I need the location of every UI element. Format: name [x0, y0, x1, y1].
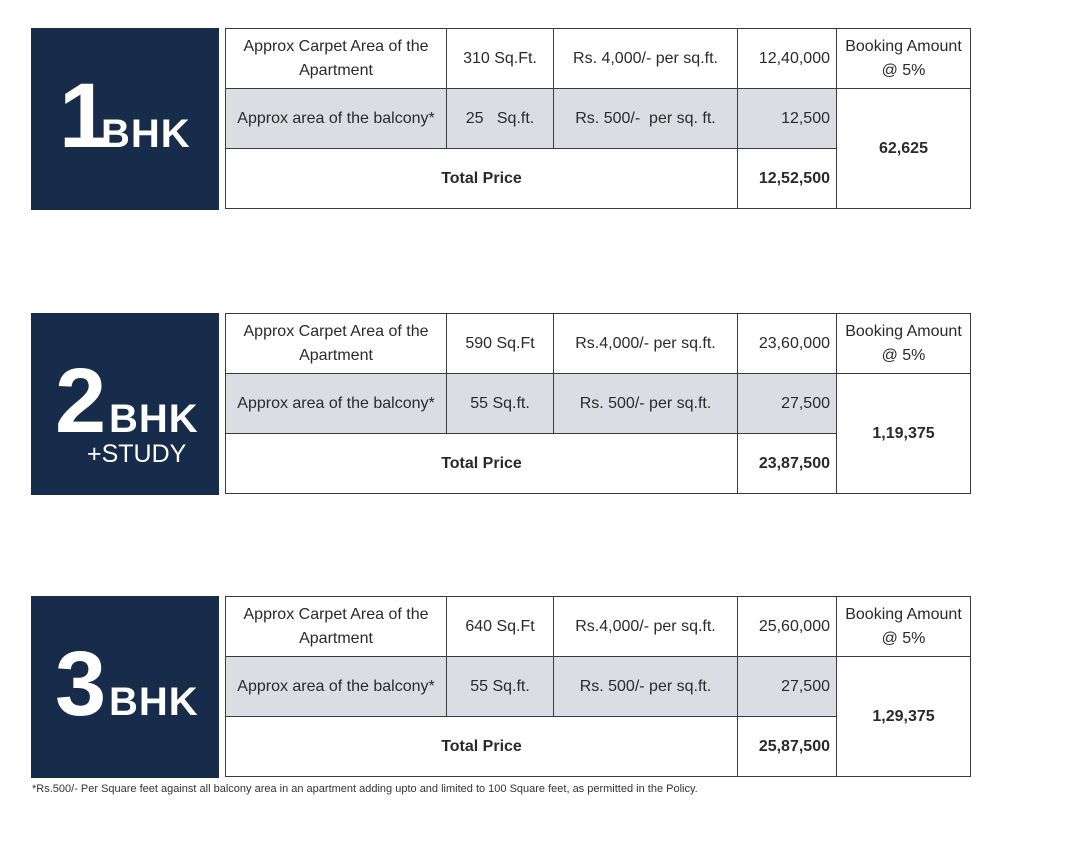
- total-price-value: 25,87,500: [737, 716, 837, 777]
- carpet-area-value: 310 Sq.Ft.: [446, 28, 554, 89]
- balcony-area-label: Approx area of the balcony*: [225, 373, 447, 434]
- unit-badge: 3 BHK: [31, 596, 219, 778]
- balcony-area-value: 55 Sq.ft.: [446, 373, 554, 434]
- balcony-area-label: Approx area of the balcony*: [225, 88, 447, 149]
- balcony-rate: Rs. 500/- per sq.ft.: [553, 373, 738, 434]
- balcony-rate: Rs. 500/- per sq.ft.: [553, 656, 738, 717]
- unit-type: BHK: [101, 112, 191, 156]
- price-table: Approx Carpet Area of the Apartment 640 …: [225, 596, 971, 777]
- balcony-area-value: 25 Sq.ft.: [446, 88, 554, 149]
- carpet-amount: 25,60,000: [737, 596, 837, 657]
- total-price-label: Total Price: [225, 716, 738, 777]
- unit-number: 3: [55, 633, 106, 735]
- unit-type: BHK: [109, 397, 199, 441]
- balcony-area-value: 55 Sq.ft.: [446, 656, 554, 717]
- balcony-rate: Rs. 500/- per sq. ft.: [553, 88, 738, 149]
- carpet-area-label: Approx Carpet Area of the Apartment: [225, 313, 447, 374]
- booking-amount-label: Booking Amount @ 5%: [836, 596, 971, 657]
- price-block-3bhk: 3 BHK Approx Carpet Area of the Apartmen…: [31, 596, 971, 778]
- carpet-area-value: 640 Sq.Ft: [446, 596, 554, 657]
- unit-type: BHK: [109, 680, 199, 724]
- price-block-1bhk: 1 BHK Approx Carpet Area of the Apartmen…: [31, 28, 971, 210]
- carpet-rate: Rs.4,000/- per sq.ft.: [553, 596, 738, 657]
- unit-number: 1: [59, 65, 110, 167]
- carpet-rate: Rs.4,000/- per sq.ft.: [553, 313, 738, 374]
- balcony-amount: 27,500: [737, 373, 837, 434]
- total-price-label: Total Price: [225, 433, 738, 494]
- price-table: Approx Carpet Area of the Apartment 590 …: [225, 313, 971, 494]
- balcony-amount: 27,500: [737, 656, 837, 717]
- total-price-value: 12,52,500: [737, 148, 837, 209]
- unit-number: 2: [55, 350, 106, 452]
- carpet-amount: 12,40,000: [737, 28, 837, 89]
- booking-amount-value: 62,625: [836, 88, 971, 209]
- carpet-amount: 23,60,000: [737, 313, 837, 374]
- price-table: Approx Carpet Area of the Apartment 310 …: [225, 28, 971, 209]
- unit-subtype: +STUDY: [87, 440, 187, 468]
- unit-badge: 1 BHK: [31, 28, 219, 210]
- total-price-value: 23,87,500: [737, 433, 837, 494]
- booking-amount-label: Booking Amount @ 5%: [836, 28, 971, 89]
- booking-amount-value: 1,29,375: [836, 656, 971, 777]
- unit-badge: 2 BHK +STUDY: [31, 313, 219, 495]
- carpet-area-label: Approx Carpet Area of the Apartment: [225, 28, 447, 89]
- carpet-area-value: 590 Sq.Ft: [446, 313, 554, 374]
- total-price-label: Total Price: [225, 148, 738, 209]
- balcony-area-label: Approx area of the balcony*: [225, 656, 447, 717]
- carpet-area-label: Approx Carpet Area of the Apartment: [225, 596, 447, 657]
- price-block-2bhk-study: 2 BHK +STUDY Approx Carpet Area of the A…: [31, 313, 971, 495]
- booking-amount-value: 1,19,375: [836, 373, 971, 494]
- booking-amount-label: Booking Amount @ 5%: [836, 313, 971, 374]
- footnote: *Rs.500/- Per Square feet against all ba…: [32, 783, 698, 795]
- carpet-rate: Rs. 4,000/- per sq.ft.: [553, 28, 738, 89]
- balcony-amount: 12,500: [737, 88, 837, 149]
